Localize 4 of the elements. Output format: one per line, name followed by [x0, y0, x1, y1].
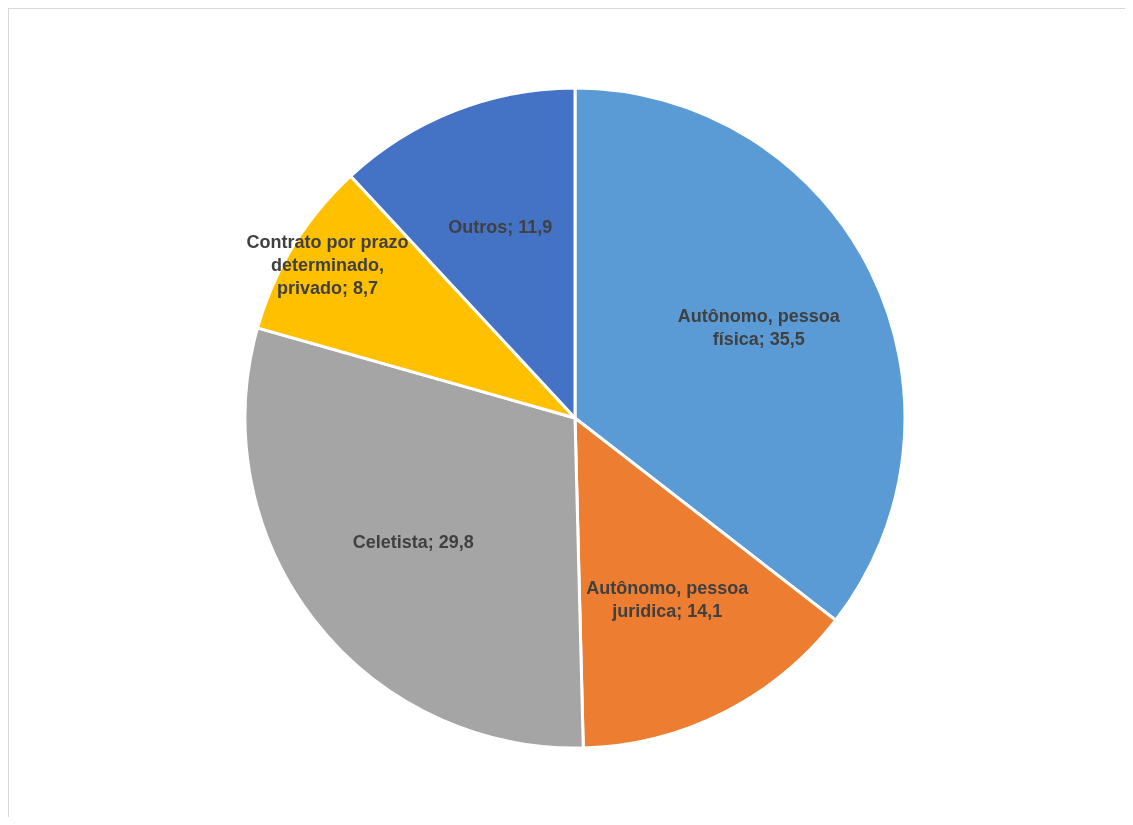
slice-label: Autônomo, pessoa física; 35,5	[677, 305, 841, 349]
slice-label: Celetista; 29,8	[352, 532, 474, 553]
slice-label: Autônomo, pessoa juridica; 14,1	[586, 577, 750, 621]
slice-label: Outros; 11,9	[448, 216, 553, 237]
